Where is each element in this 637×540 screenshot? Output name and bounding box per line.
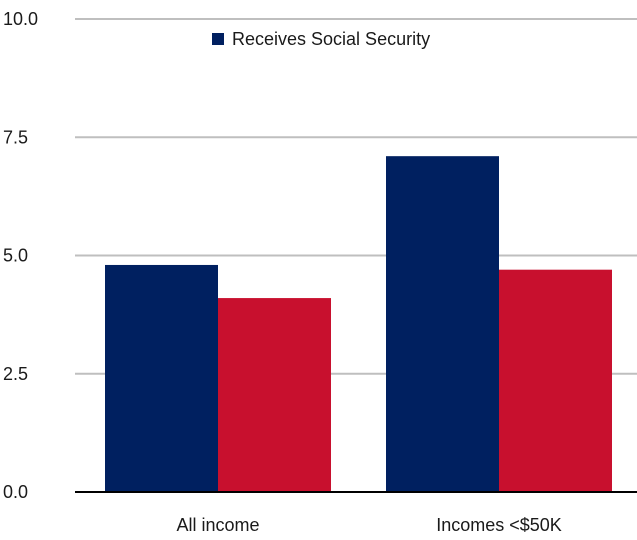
- legend: Receives Social Security: [212, 29, 430, 49]
- bar-1-2: [386, 156, 499, 493]
- x-tick-label: All income: [176, 515, 259, 535]
- y-tick-label: 7.5: [3, 127, 28, 147]
- x-tick-label: Incomes <$50K: [436, 515, 562, 535]
- bars: [105, 156, 612, 493]
- bar-2-1: [218, 298, 331, 492]
- bar-1-1: [105, 264, 218, 492]
- y-tick-label: 2.5: [3, 364, 28, 384]
- legend-label: Receives Social Security: [232, 29, 430, 49]
- legend-swatch: [212, 33, 224, 45]
- axes: 0.0 2.5 5.0 7.5 10.0 All income Incomes <$50K: [3, 9, 637, 535]
- y-tick-label: 0.0: [3, 482, 28, 502]
- bar-2-2: [499, 269, 612, 492]
- y-tick-label: 5.0: [3, 246, 28, 266]
- y-tick-label: 10.0: [3, 9, 38, 29]
